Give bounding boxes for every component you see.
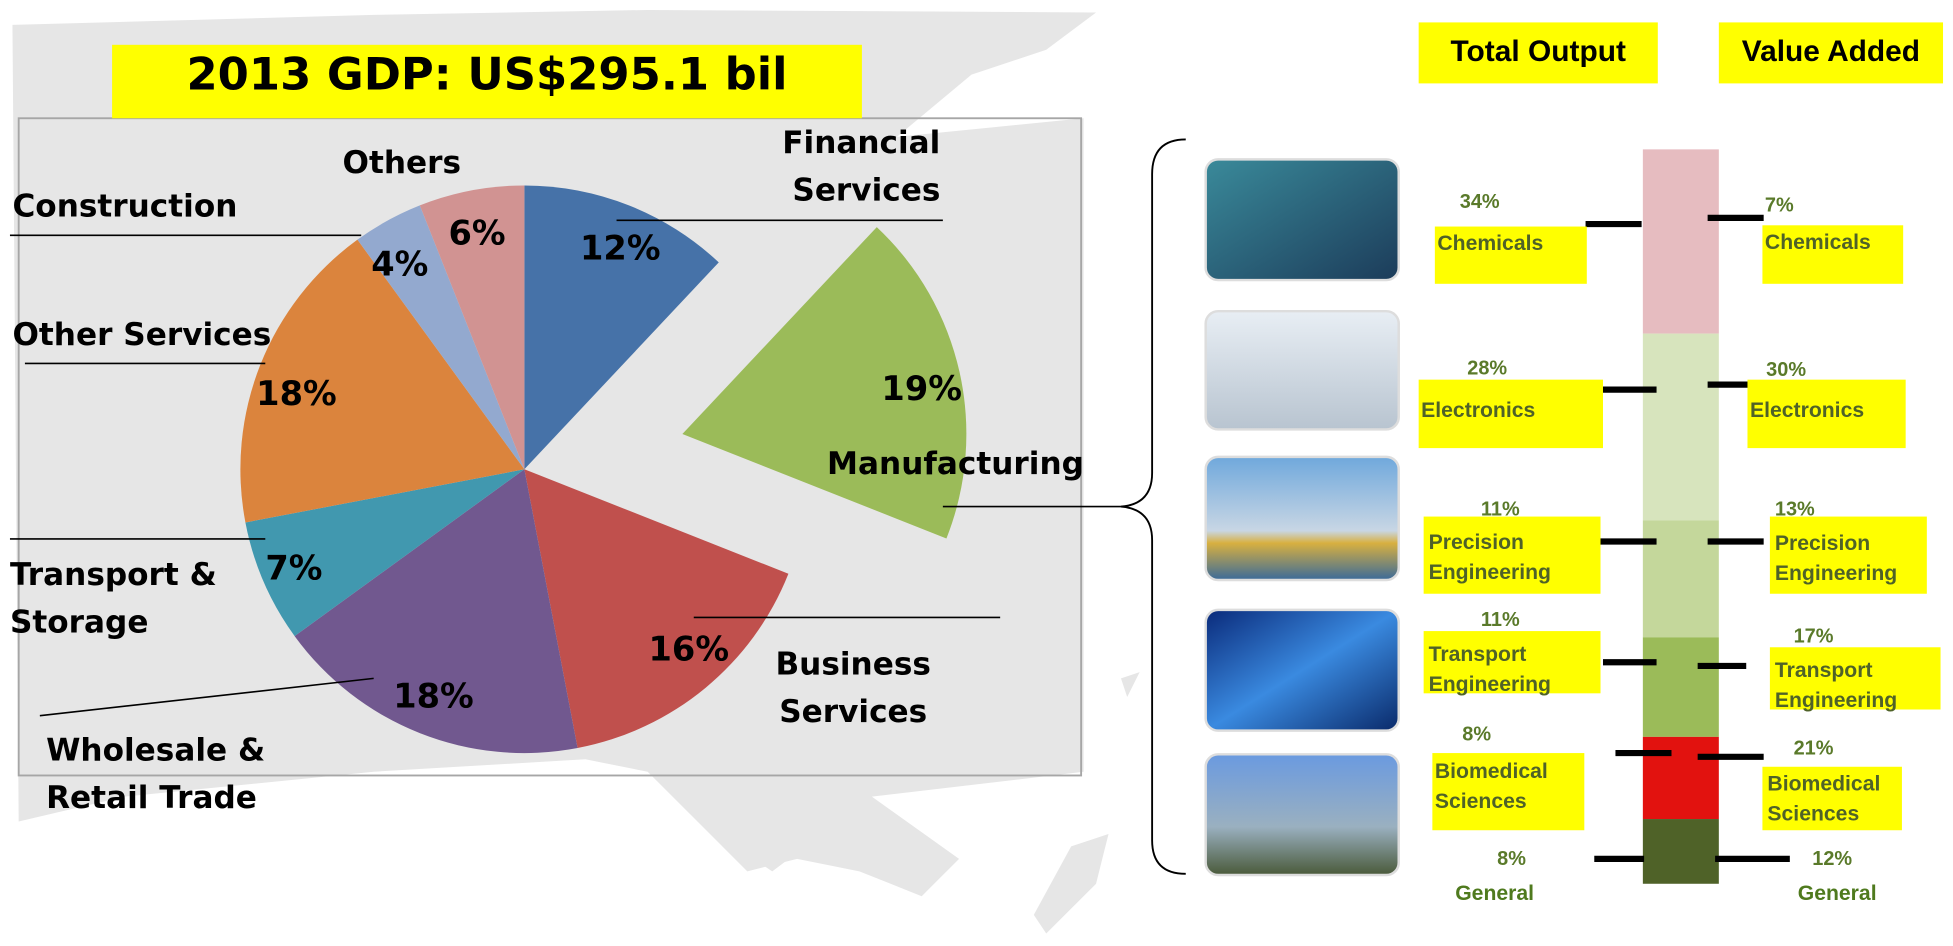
label-box	[1747, 379, 1906, 449]
pie-slice	[294, 469, 578, 754]
data-label: 7%	[1764, 195, 1794, 217]
title-box	[112, 44, 862, 119]
category-label: Precision Engineering	[1428, 530, 1551, 584]
label-box	[1769, 516, 1927, 594]
category-label: Business Services	[775, 646, 931, 730]
data-label: 18%	[393, 677, 474, 717]
label-box	[1769, 647, 1941, 710]
label-box	[1418, 379, 1603, 449]
category-label: Other Services	[12, 316, 272, 353]
data-label: 17%	[1793, 626, 1834, 648]
label-box	[1423, 631, 1601, 694]
label-box	[1762, 766, 1902, 831]
label-box	[1434, 226, 1587, 284]
category-label: Biomedical Sciences	[1767, 771, 1881, 826]
category-label: Wholesale & Retail Trade	[46, 731, 266, 816]
category-label: General	[1797, 881, 1877, 905]
photos	[1204, 158, 1400, 877]
label-box	[1718, 22, 1944, 84]
data-label: 19%	[881, 370, 962, 409]
category-label: Transport Engineering	[1428, 642, 1551, 696]
category-label: Chemicals	[1437, 231, 1544, 256]
pie-slice	[524, 185, 719, 470]
data-label: 13%	[1774, 499, 1815, 521]
leader-lines	[9, 219, 1121, 717]
category-label: Precision Engineering	[1774, 531, 1898, 586]
data-label: 18%	[256, 375, 337, 414]
category-label: Transport & Storage	[9, 556, 217, 640]
pie	[240, 185, 967, 754]
pointer-dashes	[1585, 214, 1790, 862]
category-label: Transport Engineering	[1774, 658, 1898, 712]
chart-title: 2013 GDP: US$295.1 bil	[186, 49, 788, 101]
bracket	[1120, 138, 1186, 875]
category-label: Electronics	[1749, 398, 1865, 422]
label-box	[1418, 22, 1658, 84]
category-label: Biomedical Sciences	[1434, 759, 1548, 813]
pie-slice	[240, 239, 525, 523]
label-box	[1432, 753, 1585, 831]
pie-slice	[419, 185, 525, 470]
label-box	[1762, 225, 1904, 284]
category-label: Financial Services	[782, 124, 941, 208]
data-label: 21%	[1793, 738, 1834, 760]
data-label: 11%	[1480, 499, 1520, 521]
category-label: Construction	[12, 187, 238, 225]
background-map	[12, 9, 1140, 934]
pie-slice	[245, 469, 525, 637]
category-label: General	[1455, 881, 1535, 905]
data-label: 6%	[448, 214, 506, 254]
data-label: 11%	[1480, 609, 1520, 632]
pie-slice	[682, 227, 967, 539]
label-box	[1423, 516, 1601, 594]
pie-slice	[524, 469, 789, 749]
data-label: 28%	[1467, 358, 1508, 380]
data-label: 8%	[1497, 848, 1526, 871]
sector-column	[1642, 149, 1719, 884]
data-label: 16%	[648, 630, 730, 670]
data-label: 12%	[580, 229, 661, 269]
category-label: Manufacturing	[827, 445, 1084, 482]
legend-header: Total Output	[1450, 34, 1626, 69]
category-label: Electronics	[1421, 398, 1536, 422]
data-label: 7%	[265, 549, 323, 589]
data-label: 34%	[1459, 191, 1500, 213]
data-label: 4%	[371, 245, 429, 285]
data-label: 8%	[1462, 724, 1492, 746]
pie-slice	[357, 205, 525, 470]
category-label: Others	[342, 144, 462, 181]
category-label: Chemicals	[1764, 230, 1871, 254]
data-label: 12%	[1812, 848, 1853, 871]
legend-header: Value Added	[1741, 34, 1921, 69]
data-label: 30%	[1766, 359, 1807, 381]
